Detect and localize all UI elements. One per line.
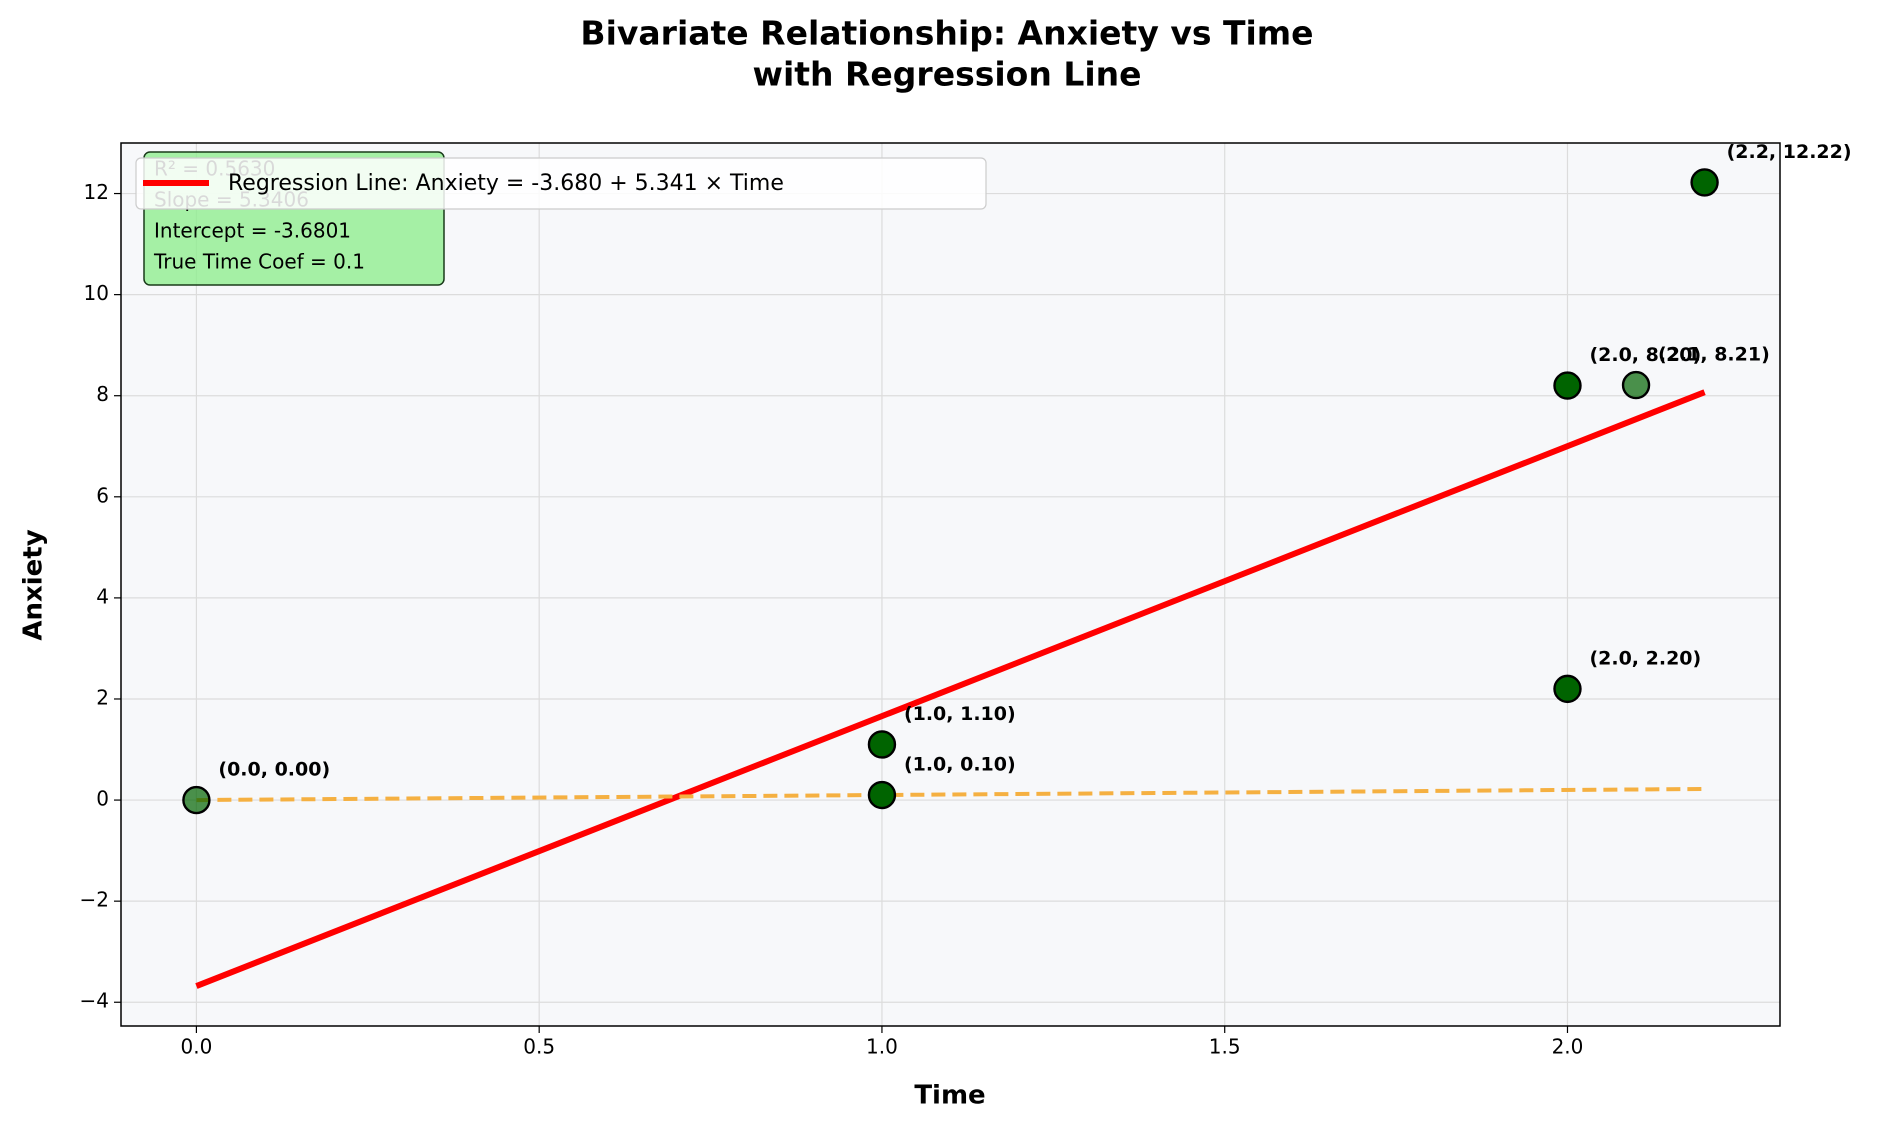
point-label: (2.2, 12.22) xyxy=(1727,141,1852,163)
x-tick-label: 2.0 xyxy=(1552,1035,1584,1059)
point xyxy=(182,785,211,815)
y-tick-label: 2 xyxy=(96,685,109,709)
legend-label: Regression Line: Anxiety = -3.680 + 5.34… xyxy=(228,171,784,196)
y-tick-label: 4 xyxy=(96,584,109,608)
y-tick-label: 8 xyxy=(96,382,109,406)
point xyxy=(1553,674,1582,704)
chart-title: Bivariate Relationship: Anxiety vs Time xyxy=(580,14,1313,53)
point-label: (0.0, 0.00) xyxy=(218,759,330,781)
point xyxy=(1690,168,1719,197)
y-tick-label: 10 xyxy=(84,281,109,305)
chart-title: with Regression Line xyxy=(752,55,1141,94)
y-tick-label: −2 xyxy=(80,888,109,912)
stats-text: Intercept = -3.6801 xyxy=(154,219,351,243)
point-label: (2.0, 8.20) xyxy=(1589,344,1701,366)
x-tick-label: 1.0 xyxy=(866,1035,898,1059)
point xyxy=(1553,371,1582,400)
point-label: (2.1, 8.21) xyxy=(1658,344,1770,366)
plot-area xyxy=(121,143,1780,1026)
point xyxy=(867,730,897,759)
x-axis-label: Time xyxy=(914,1081,985,1111)
legend-box xyxy=(135,157,987,210)
point-label: (2.0, 2.20) xyxy=(1589,647,1701,669)
point-label: (1.0, 0.10) xyxy=(904,754,1016,776)
y-tick-label: 12 xyxy=(84,180,109,204)
regression-line xyxy=(195,389,1706,989)
point xyxy=(1621,370,1651,400)
point xyxy=(867,780,897,810)
y-tick-label: −4 xyxy=(80,989,109,1013)
y-tick-label: 6 xyxy=(96,483,109,507)
x-tick-label: 0.5 xyxy=(523,1035,555,1059)
y-tick-label: 0 xyxy=(96,787,109,811)
plot-frame xyxy=(120,142,1781,1027)
stats-text: True Time Coef = 0.1 xyxy=(153,250,365,274)
x-tick-label: 0.0 xyxy=(181,1035,213,1059)
x-tick-label: 1.5 xyxy=(1209,1035,1241,1059)
point-label: (1.0, 1.10) xyxy=(904,703,1016,725)
y-axis-label: Anxiety xyxy=(19,529,49,640)
